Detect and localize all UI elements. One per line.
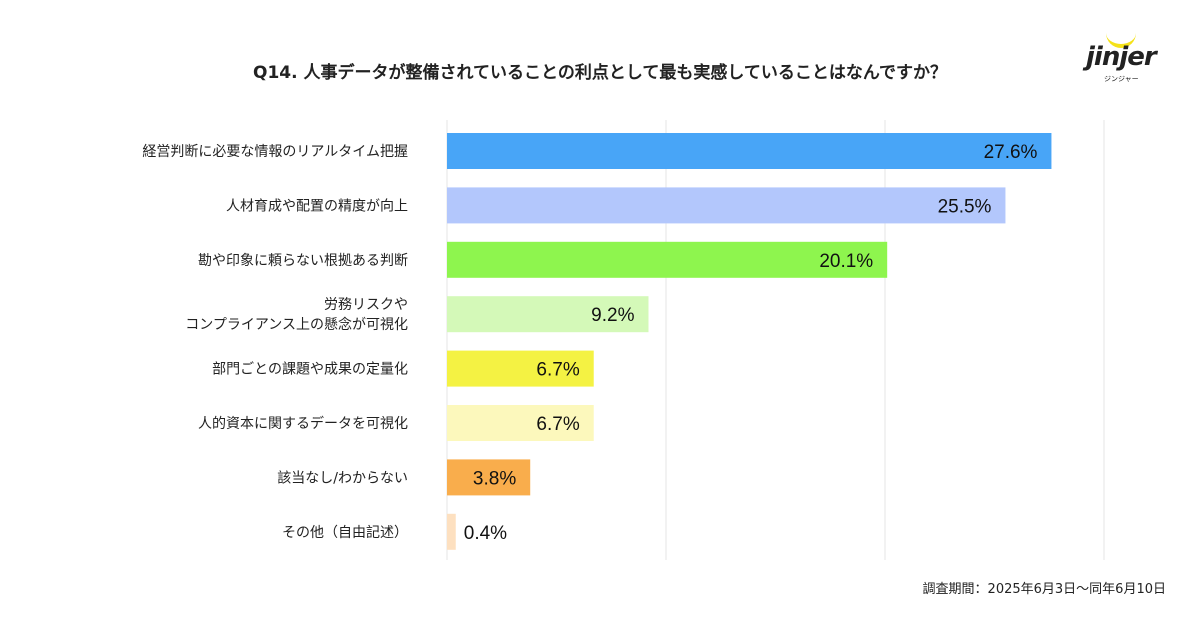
category-label: その他（自由記述） xyxy=(282,524,408,541)
bar xyxy=(447,405,594,441)
category-label: 人材育成や配置の精度が向上 xyxy=(226,198,408,214)
bar xyxy=(447,513,456,550)
logo-subtext: ジンジャー xyxy=(1104,75,1139,83)
logo-wordmark: jinjer xyxy=(1086,42,1157,72)
category-label: 該当なし/わからない xyxy=(277,470,408,486)
data-label: 6.7% xyxy=(536,360,579,381)
data-label: 3.8% xyxy=(473,468,516,489)
category-label: 経営判断に必要な情報のリアルタイム把握 xyxy=(142,144,408,160)
data-label: 9.2% xyxy=(591,305,634,326)
category-label: コンプライアンス上の懸念が可視化 xyxy=(185,316,408,333)
bar xyxy=(447,187,1006,224)
category-label: 勘や印象に頼らない根拠ある判断 xyxy=(198,253,408,269)
chart-title: Q14. 人事データが整備されていることの利点として最も実感していることはなんで… xyxy=(253,63,947,83)
data-label: 20.1% xyxy=(819,251,873,272)
survey-period: 調査期間：2025年6月3日〜同年6月10日 xyxy=(922,582,1166,597)
data-label: 6.7% xyxy=(536,414,579,435)
data-label: 27.6% xyxy=(984,142,1038,163)
data-label: 25.5% xyxy=(938,196,992,217)
bar xyxy=(447,241,888,278)
category-label: 労務リスクや xyxy=(324,297,408,313)
category-label: 人的資本に関するデータを可視化 xyxy=(198,415,408,432)
bar xyxy=(447,350,594,387)
category-label: 部門ごとの課題や成果の定量化 xyxy=(212,362,408,378)
bar xyxy=(447,296,649,333)
jinjer-logo: jinjer ジンジャー xyxy=(1086,36,1157,86)
logo-arc xyxy=(1106,32,1136,48)
bar xyxy=(447,133,1052,169)
bar xyxy=(447,459,531,496)
data-label: 0.4% xyxy=(464,523,507,544)
